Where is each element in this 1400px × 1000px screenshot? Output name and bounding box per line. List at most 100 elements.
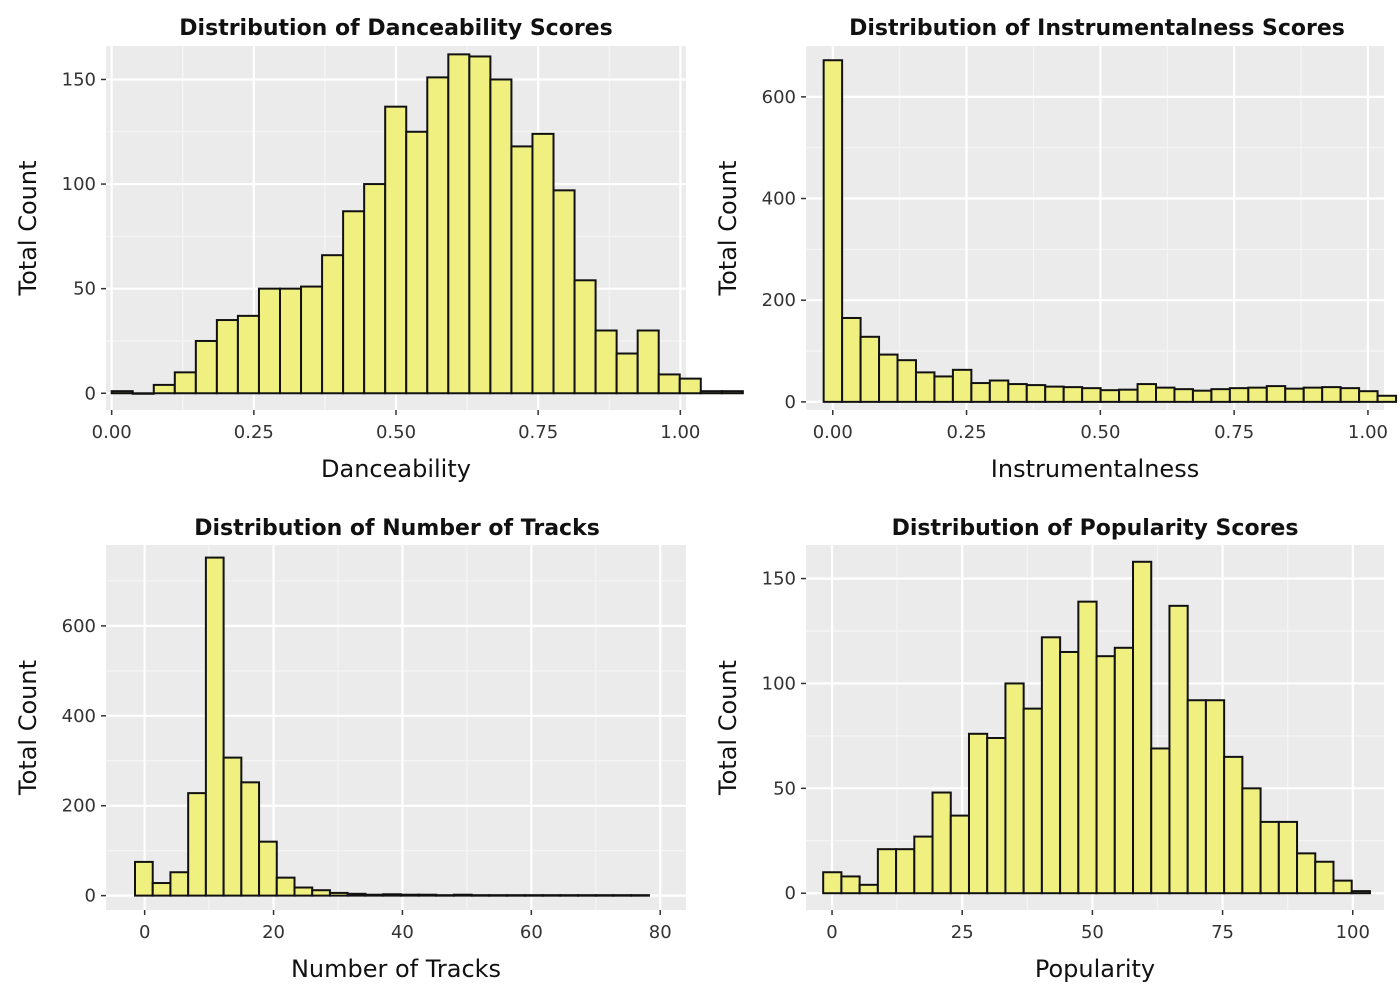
y-tick-label: 0 [85, 383, 96, 404]
histogram-bar [382, 893, 402, 897]
histogram-bar [346, 892, 367, 897]
histogram-bar [363, 183, 387, 395]
x-tick-label: 25 [951, 922, 974, 943]
histogram-bar [489, 78, 513, 395]
histogram-bar [510, 145, 534, 395]
histogram-bar [453, 893, 473, 897]
x-tick-label: 0.00 [813, 422, 853, 443]
histogram-bar [311, 889, 331, 897]
histogram-bar [399, 893, 420, 897]
histogram-bar [134, 860, 154, 897]
histogram-bar [949, 814, 970, 895]
histogram-bar [1376, 394, 1398, 403]
x-tick-label: 100 [1336, 922, 1370, 943]
histogram-bar [678, 377, 702, 395]
histogram-bar [1321, 386, 1342, 403]
histogram-bar [110, 390, 134, 395]
y-tick-label: 100 [62, 174, 96, 195]
histogram-bar [1150, 747, 1171, 895]
histogram-bar [822, 59, 844, 403]
chart-panel-2: 0.00 0.25 0.50 0.75 1.00 0 200 400 600 Distributi… [714, 16, 1398, 483]
histogram-bar [1210, 388, 1231, 403]
histogram-bar [970, 382, 991, 403]
histogram-bar [988, 379, 1010, 403]
histogram-bar [1099, 389, 1121, 403]
histogram-bar [967, 732, 989, 895]
histogram-bar [1259, 820, 1280, 895]
chart-title: Distribution of Number of Tracks [194, 516, 600, 541]
histogram-bar [204, 556, 225, 897]
histogram-bar [1132, 560, 1153, 895]
x-tick-label: 0.25 [234, 422, 274, 443]
histogram-bar [523, 894, 544, 897]
x-tick-label: 0 [826, 922, 837, 943]
histogram-bar [405, 130, 429, 395]
histogram-bar [1168, 604, 1189, 895]
histogram-bar [630, 894, 650, 897]
histogram-bar [822, 871, 843, 895]
histogram-bar [1173, 388, 1194, 403]
histogram-bar [173, 371, 197, 395]
y-tick-label: 0 [85, 886, 96, 907]
histogram-bar [531, 132, 555, 395]
histogram-bar [986, 736, 1007, 895]
histogram-bar [1358, 390, 1379, 403]
histogram-bar [1062, 386, 1084, 403]
chart-panel-3: 0 20 40 60 80 0 200 400 600 Distribution of Numbe… [14, 516, 686, 983]
y-tick-label: 200 [762, 290, 796, 311]
histogram-bar [1247, 386, 1268, 403]
histogram-bar [1155, 386, 1176, 403]
x-axis-label: Instrumentalness [991, 455, 1199, 483]
histogram-bar [612, 894, 633, 897]
histogram-bar [236, 314, 260, 395]
histogram-bar [859, 335, 881, 403]
y-axis-label: Total Count [14, 161, 42, 297]
histogram-bar [194, 339, 218, 395]
x-tick-label: 50 [1081, 922, 1104, 943]
x-tick-label: 0.50 [376, 422, 416, 443]
y-tick-label: 400 [762, 189, 796, 210]
histogram-bar [506, 894, 526, 897]
x-tick-label: 40 [391, 922, 414, 943]
histogram-bar [577, 894, 597, 897]
histogram-bar [1339, 387, 1361, 403]
histogram-bar [328, 891, 349, 897]
histogram-bar [222, 756, 243, 897]
histogram-bar [384, 105, 408, 395]
histogram-bar [1025, 384, 1047, 403]
x-tick-label: 75 [1211, 922, 1234, 943]
x-tick-label: 1.00 [660, 422, 700, 443]
histogram-bar [364, 893, 385, 897]
histogram-bar [240, 781, 261, 897]
histogram-bar [594, 329, 618, 395]
x-tick-label: 0.75 [1214, 422, 1254, 443]
x-tick-label: 20 [262, 922, 285, 943]
histogram-bar [1204, 699, 1226, 895]
histogram-bar [876, 848, 898, 895]
histogram-bar [417, 893, 438, 897]
histogram-bar [279, 287, 303, 395]
histogram-bar [258, 840, 278, 897]
histogram-bar [1040, 636, 1062, 895]
histogram-bar [169, 871, 190, 897]
histogram-bar [1332, 879, 1353, 895]
histogram-bar [300, 285, 324, 395]
histogram-bar [895, 848, 916, 895]
histogram-bar [152, 383, 176, 395]
histogram-bar [552, 189, 576, 395]
histogram-bar [951, 368, 973, 403]
histogram-bar [151, 882, 172, 897]
x-tick-label: 80 [649, 922, 672, 943]
y-tick-label: 150 [762, 569, 796, 590]
histogram-bar [131, 392, 155, 395]
chart-panel-4: 0 25 50 75 100 0 50 100 150 Distribution of Popul… [714, 516, 1384, 983]
x-tick-label: 0 [139, 922, 150, 943]
histogram-bar [1302, 386, 1324, 403]
histogram-bar [657, 373, 681, 395]
y-tick-label: 400 [62, 706, 96, 727]
plot-background [806, 46, 1384, 410]
histogram-bar [1265, 385, 1287, 403]
histogram-bar [615, 352, 639, 395]
histogram-bar [1059, 650, 1080, 895]
